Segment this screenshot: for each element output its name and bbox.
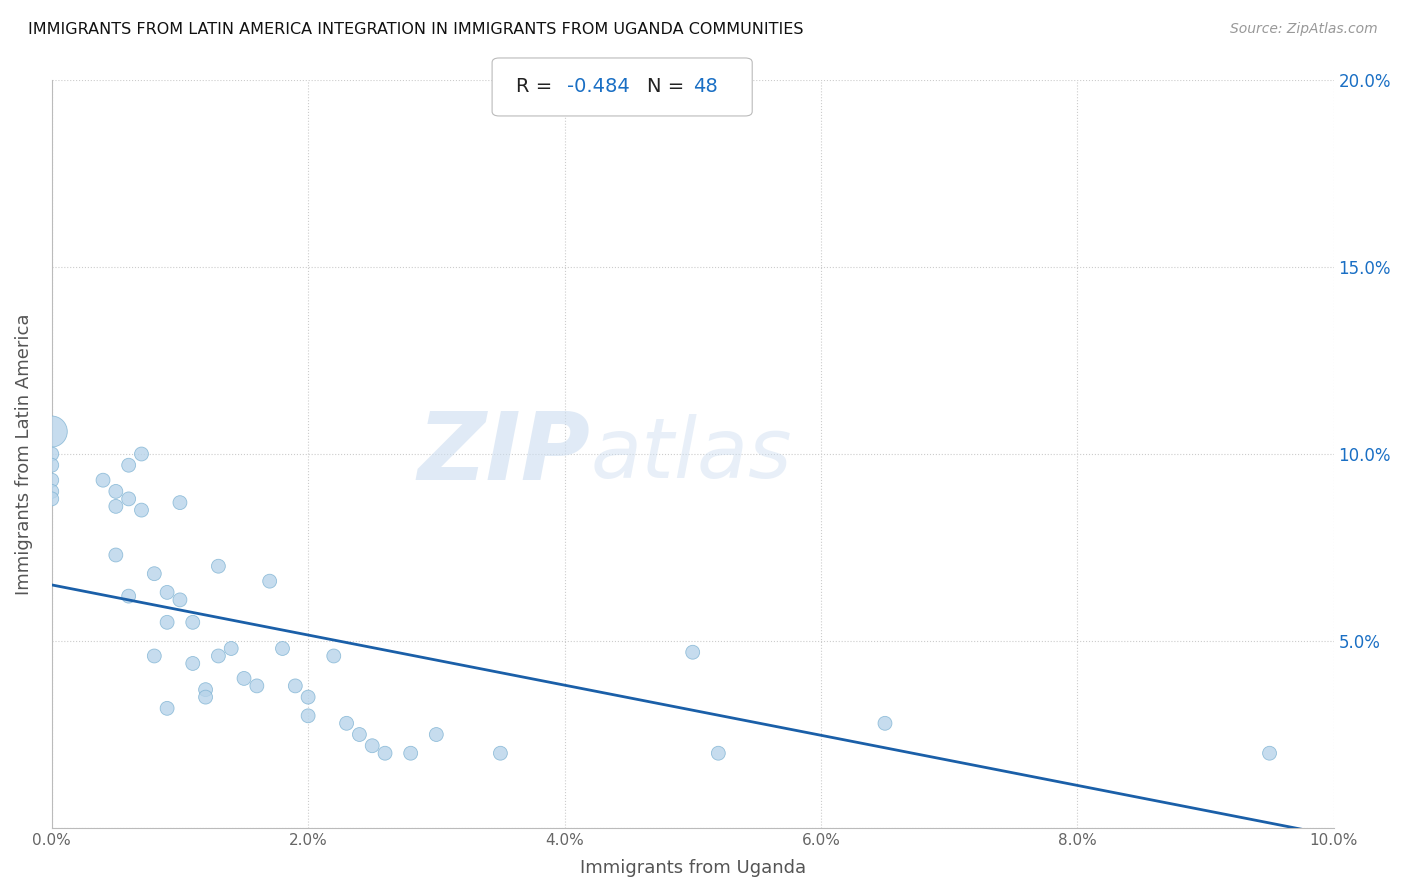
Text: N =: N = [647,78,690,96]
X-axis label: Immigrants from Uganda: Immigrants from Uganda [579,859,806,877]
Point [104,548,127,562]
Point [156,615,179,630]
Point [259,574,281,589]
Point [41,491,63,506]
Point [194,690,217,705]
Text: Source: ZipAtlas.com: Source: ZipAtlas.com [1230,22,1378,37]
Point [41,447,63,461]
Point [425,727,447,741]
Point [246,679,269,693]
Point [118,491,141,506]
Point [207,648,229,663]
Text: 48: 48 [693,78,718,96]
Point [131,447,153,461]
Point [707,746,730,760]
Point [143,648,166,663]
Point [41,458,63,473]
Point [399,746,422,760]
Point [374,746,396,760]
Point [118,458,141,473]
Point [156,585,179,599]
Y-axis label: Immigrants from Latin America: Immigrants from Latin America [15,313,32,595]
Point [104,484,127,499]
Point [1258,746,1281,760]
Point [361,739,384,753]
Point [104,500,127,514]
Point [207,559,229,574]
Point [118,589,141,603]
Point [271,641,294,656]
Text: atlas: atlas [591,414,792,494]
Point [873,716,896,731]
Point [181,615,204,630]
Point [194,682,217,697]
Point [169,495,191,509]
Point [91,473,114,487]
Point [219,641,242,656]
Point [297,690,319,705]
Point [284,679,307,693]
Point [156,701,179,715]
Point [41,473,63,487]
FancyBboxPatch shape [492,58,752,116]
Point [131,503,153,517]
Point [233,672,256,686]
Point [41,484,63,499]
Point [349,727,371,741]
Point [143,566,166,581]
Point [322,648,344,663]
Text: -0.484: -0.484 [567,78,630,96]
Point [181,657,204,671]
Text: IMMIGRANTS FROM LATIN AMERICA INTEGRATION IN IMMIGRANTS FROM UGANDA COMMUNITIES: IMMIGRANTS FROM LATIN AMERICA INTEGRATIO… [28,22,804,37]
Point [336,716,359,731]
Point [297,708,319,723]
Point [169,593,191,607]
Text: ZIP: ZIP [418,408,591,500]
Point [489,746,512,760]
Point [682,645,704,659]
Text: R =: R = [516,78,558,96]
Point [41,425,63,439]
